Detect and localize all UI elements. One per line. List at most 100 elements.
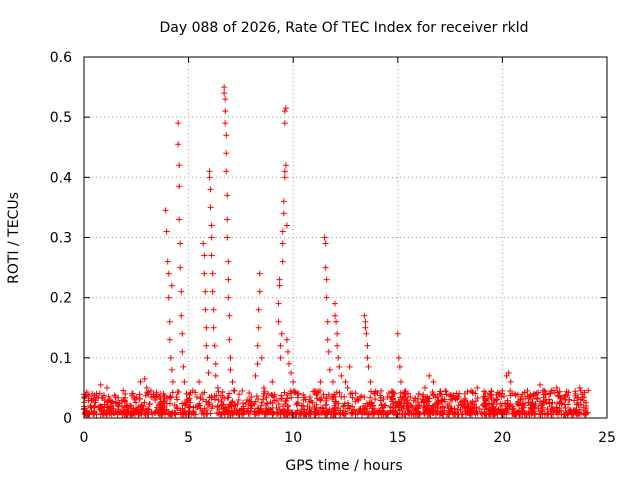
noise-marker <box>133 406 140 413</box>
noise-marker <box>461 403 468 410</box>
noise-marker <box>120 387 127 394</box>
noise-marker <box>420 393 427 400</box>
data-point <box>572 390 579 397</box>
noise-marker <box>146 401 153 408</box>
data-point <box>214 384 221 391</box>
noise-marker <box>545 396 552 403</box>
data-point <box>281 108 288 115</box>
data-point <box>279 240 286 247</box>
noise-marker <box>380 396 387 403</box>
noise-marker <box>263 394 270 401</box>
noise-marker <box>489 404 496 411</box>
noise-marker <box>270 410 277 417</box>
noise-marker <box>236 407 243 414</box>
data-point <box>290 378 297 385</box>
data-point <box>325 348 332 355</box>
noise-marker <box>105 393 112 400</box>
noise-marker <box>349 403 356 410</box>
grid-lines <box>84 57 607 418</box>
noise-marker <box>316 396 323 403</box>
data-point <box>511 390 518 397</box>
x-tick-label: 0 <box>80 430 89 446</box>
data-point <box>176 216 183 223</box>
noise-marker <box>236 391 243 398</box>
data-point <box>281 120 288 127</box>
noise-marker <box>239 387 246 394</box>
noise-marker <box>507 392 514 399</box>
data-point <box>365 363 372 370</box>
data-point <box>175 120 182 127</box>
data-point <box>275 300 282 307</box>
noise-marker <box>361 393 368 400</box>
noise-marker <box>345 400 352 407</box>
noise-marker <box>258 399 265 406</box>
data-point <box>208 252 215 259</box>
data-point <box>576 384 583 391</box>
noise-marker <box>338 393 345 400</box>
noise-marker <box>166 400 173 407</box>
data-point <box>407 393 414 400</box>
noise-marker <box>85 411 92 418</box>
noise-marker <box>84 391 91 398</box>
data-point <box>222 108 229 115</box>
noise-marker <box>349 409 356 416</box>
noise-marker <box>255 404 262 411</box>
data-point <box>282 162 289 169</box>
data-point <box>280 210 287 217</box>
data-point <box>193 393 200 400</box>
noise-marker <box>293 401 300 408</box>
data-point <box>147 387 154 394</box>
noise-marker <box>577 387 584 394</box>
data-point <box>156 393 163 400</box>
noise-marker <box>190 408 197 415</box>
noise-marker <box>352 390 359 397</box>
noise-marker <box>372 396 379 403</box>
noise-marker <box>534 395 541 402</box>
data-point <box>162 207 169 214</box>
noise-marker <box>375 407 382 414</box>
x-axis-label: GPS time / hours <box>285 458 402 474</box>
data-point <box>284 348 291 355</box>
data-point <box>537 381 544 388</box>
noise-marker <box>420 409 427 416</box>
noise-marker <box>546 399 553 406</box>
data-point <box>168 282 175 289</box>
x-tick-label: 20 <box>493 430 511 446</box>
noise-marker <box>482 396 489 403</box>
noise-marker <box>294 407 301 414</box>
data-point <box>281 174 288 181</box>
noise-marker <box>571 406 578 413</box>
noise-marker <box>441 396 448 403</box>
data-point <box>101 396 108 403</box>
data-point <box>256 270 263 277</box>
noise-marker <box>531 391 538 398</box>
noise-marker <box>473 409 480 416</box>
noise-marker <box>441 407 448 414</box>
noise-marker <box>307 411 314 418</box>
noise-marker <box>148 409 155 416</box>
data-point <box>279 228 286 235</box>
data-point <box>206 174 213 181</box>
noise-marker <box>188 411 195 418</box>
noise-marker <box>199 396 206 403</box>
data-point <box>390 390 397 397</box>
noise-marker <box>396 406 403 413</box>
data-point <box>178 288 185 295</box>
noise-marker <box>273 404 280 411</box>
data-point <box>177 264 184 271</box>
data-point <box>223 150 230 157</box>
noise-marker <box>214 403 221 410</box>
data-point <box>503 372 510 379</box>
data-point <box>141 375 148 382</box>
noise-marker <box>328 411 335 418</box>
noise-marker <box>267 399 274 406</box>
noise-marker <box>354 396 361 403</box>
noise-marker <box>329 395 336 402</box>
data-point <box>225 276 232 283</box>
noise-marker <box>514 391 521 398</box>
data-point <box>152 396 159 403</box>
noise-marker <box>308 397 315 404</box>
x-tick-label: 10 <box>284 430 302 446</box>
noise-marker <box>384 411 391 418</box>
noise-marker <box>200 411 207 418</box>
